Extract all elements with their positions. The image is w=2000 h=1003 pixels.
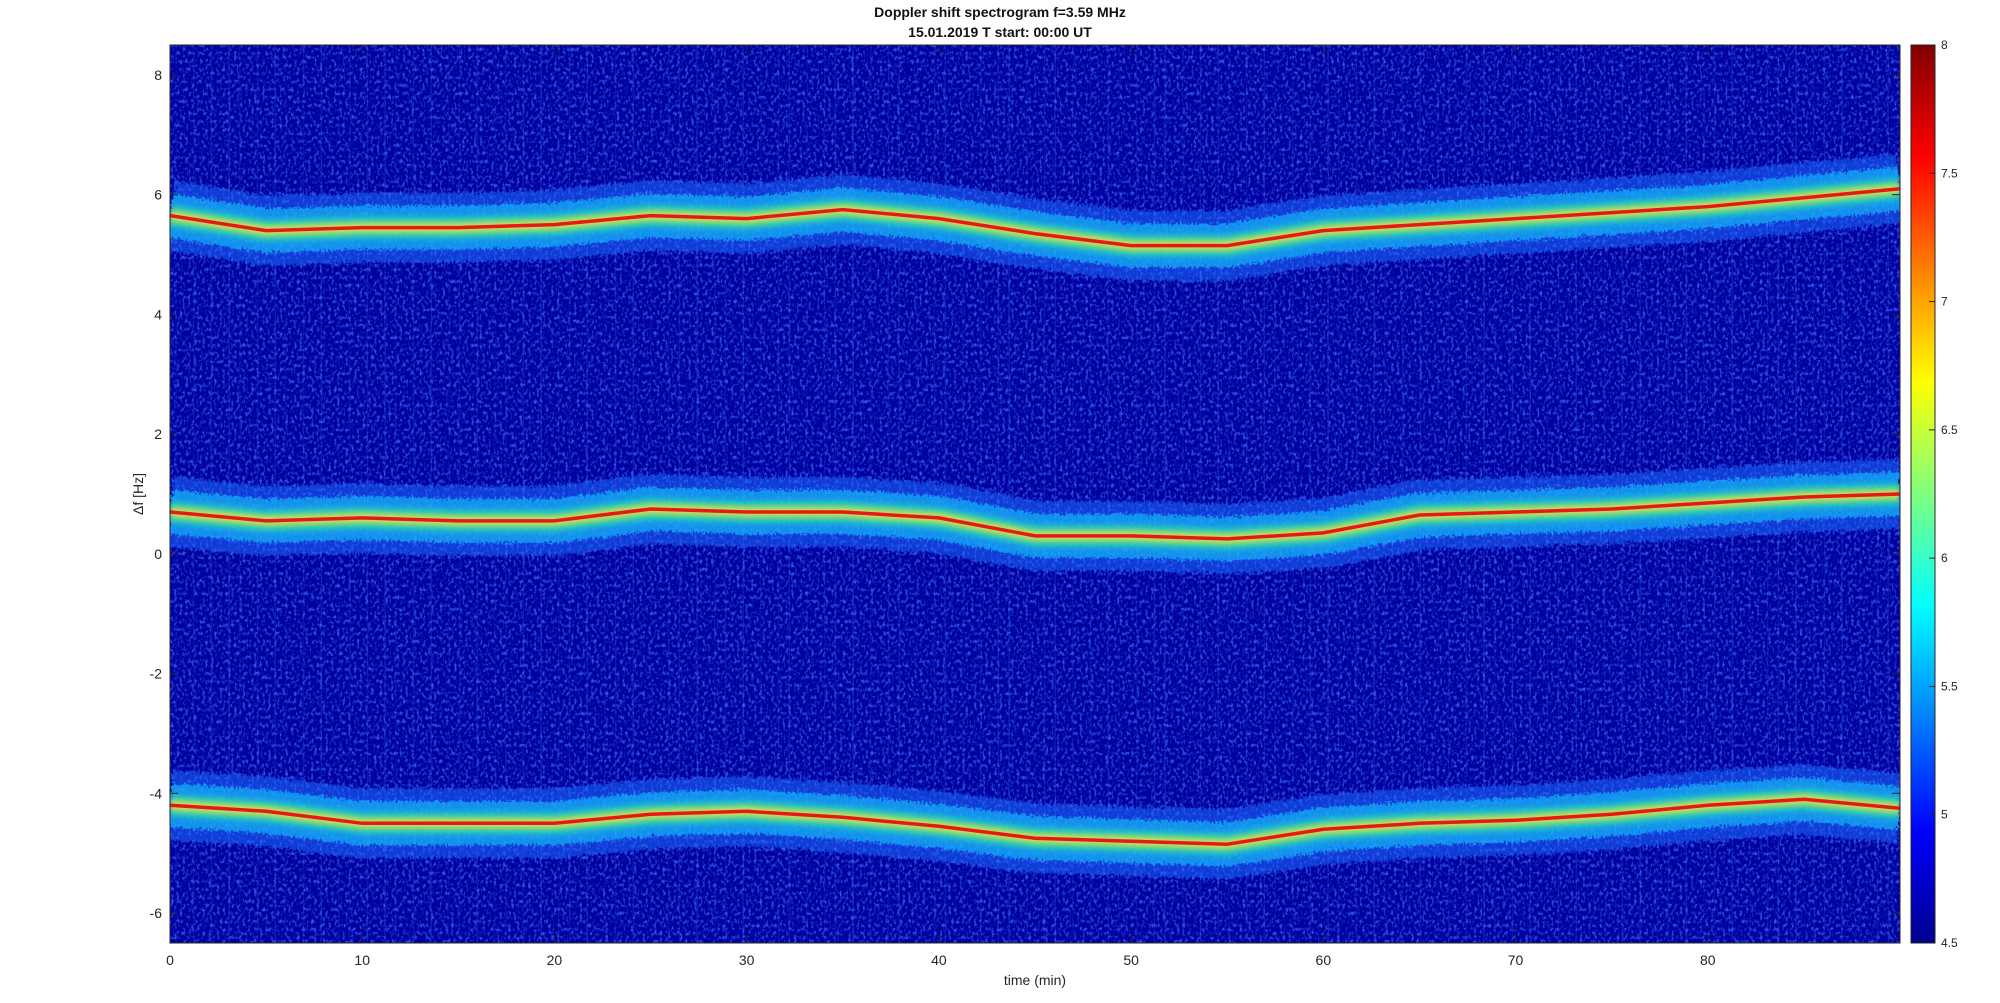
- colorbar-tick-label: 4.5: [1941, 936, 1958, 950]
- band-core: [170, 186, 1900, 248]
- colorbar: 8 7.5 7 6.5 6 5.5 5 4.5: [1910, 38, 1958, 950]
- colorbar-tick-label: 5: [1941, 808, 1948, 822]
- y-tick-label: -6: [150, 905, 163, 921]
- x-tick-label: 70: [1508, 952, 1524, 968]
- band-core: [170, 797, 1900, 846]
- colorbar-tick-label: 6: [1941, 551, 1948, 565]
- x-tick-label: 30: [739, 952, 755, 968]
- colorbar-tick-label: 5.5: [1941, 679, 1958, 693]
- plot-frame: [169, 44, 1901, 944]
- colorbar-tick-label: 8: [1941, 38, 1948, 52]
- colorbar-tick-label: 6.5: [1941, 423, 1958, 437]
- y-tick-label: 8: [154, 67, 162, 83]
- chart-title: Doppler shift spectrogram f=3.59 MHz: [874, 4, 1126, 20]
- y-axis-label: Δf [Hz]: [130, 473, 146, 515]
- colorbar-tick-label: 7: [1941, 295, 1948, 309]
- doppler-band-1: [170, 153, 1900, 281]
- colorbar-tick-label: 7.5: [1941, 166, 1958, 180]
- chart-subtitle: 15.01.2019 T start: 00:00 UT: [908, 24, 1092, 40]
- x-tick-label: 20: [547, 952, 563, 968]
- doppler-band-3: [170, 764, 1900, 880]
- doppler-band-2: [170, 459, 1900, 574]
- x-tick-label: 0: [166, 952, 174, 968]
- y-tick-label: -2: [150, 666, 163, 682]
- x-tick-label: 40: [931, 952, 947, 968]
- x-tick-label: 80: [1700, 952, 1716, 968]
- y-tick-label: 2: [154, 426, 162, 442]
- plot-area: [170, 45, 1900, 943]
- y-tick-label: 4: [154, 306, 162, 322]
- y-tick-label: 6: [154, 187, 162, 203]
- y-tick-label: -4: [150, 785, 163, 801]
- x-axis-label: time (min): [1004, 972, 1066, 988]
- y-tick-label: 0: [154, 546, 162, 562]
- x-tick-label: 50: [1123, 952, 1139, 968]
- x-tick-label: 10: [354, 952, 370, 968]
- doppler-bands: [170, 153, 1900, 880]
- band-core: [170, 492, 1900, 541]
- x-tick-label: 60: [1316, 952, 1332, 968]
- y-axis: 8 6 4 2 0 -2 -4 -6: [150, 67, 1900, 921]
- x-axis: 0 10 20 30 40 50 60 70 80: [166, 45, 1716, 968]
- colorbar-gradient: [1910, 44, 1936, 944]
